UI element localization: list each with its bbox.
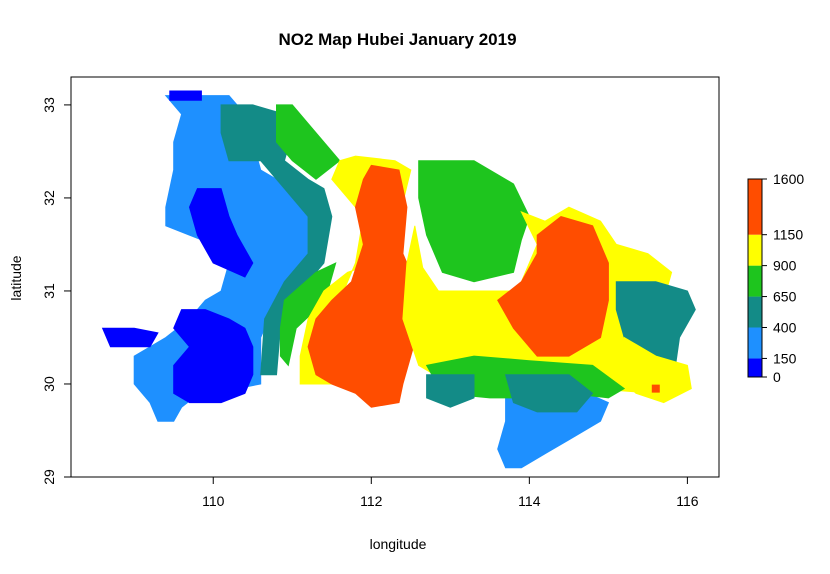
legend-tick-label: 0 — [773, 369, 781, 385]
legend-tick-label: 900 — [773, 258, 797, 274]
x-axis: 110 112 114 116 — [202, 476, 699, 509]
legend-swatch — [748, 358, 762, 377]
no2-zone-2 — [497, 388, 610, 469]
no2-zone-3 — [173, 309, 254, 404]
legend-swatch — [748, 234, 762, 266]
color-legend: 0 150 400 650 900 1150 1600 — [747, 171, 804, 385]
y-axis: 29 30 31 32 33 — [41, 97, 72, 485]
legend-tick-label: 400 — [773, 320, 797, 336]
y-tick-label: 29 — [41, 469, 57, 485]
legend-frame — [747, 178, 763, 378]
legend-tick-label: 650 — [773, 289, 797, 305]
y-tick-label: 31 — [41, 283, 57, 299]
legend-swatch — [748, 179, 762, 235]
x-tick-label: 114 — [518, 493, 541, 509]
y-tick-label: 30 — [41, 376, 57, 392]
no2-zone-5 — [101, 327, 159, 348]
x-tick-label: 112 — [360, 493, 383, 509]
x-tick-label: 116 — [676, 493, 699, 509]
legend-swatch — [748, 327, 762, 359]
chart-title: NO2 Map Hubei January 2019 — [278, 30, 517, 49]
no2-zone-4 — [188, 188, 254, 278]
no2-zone-8 — [276, 104, 341, 180]
no2-zone-14 — [497, 215, 609, 357]
x-tick-label: 110 — [202, 493, 225, 509]
legend-tick-label: 1600 — [773, 171, 804, 187]
map-zones — [101, 90, 696, 469]
no2-zone-16 — [615, 336, 692, 404]
no2-hotspot — [651, 384, 660, 393]
no2-zone-6 — [169, 90, 202, 101]
no2-zone-18 — [426, 374, 475, 408]
no2-zone-12 — [418, 160, 530, 283]
legend-tick-label: 1150 — [773, 227, 803, 243]
y-tick-label: 32 — [41, 190, 57, 206]
legend-tick-label: 150 — [773, 350, 797, 366]
no2-zone-19 — [504, 374, 594, 413]
y-tick-label: 33 — [41, 97, 57, 113]
x-axis-label: longitude — [369, 536, 427, 552]
y-axis-label: latitude — [8, 255, 24, 301]
no2-zone-9 — [279, 262, 337, 367]
legend-swatch — [748, 296, 762, 328]
legend-swatch — [748, 265, 762, 297]
